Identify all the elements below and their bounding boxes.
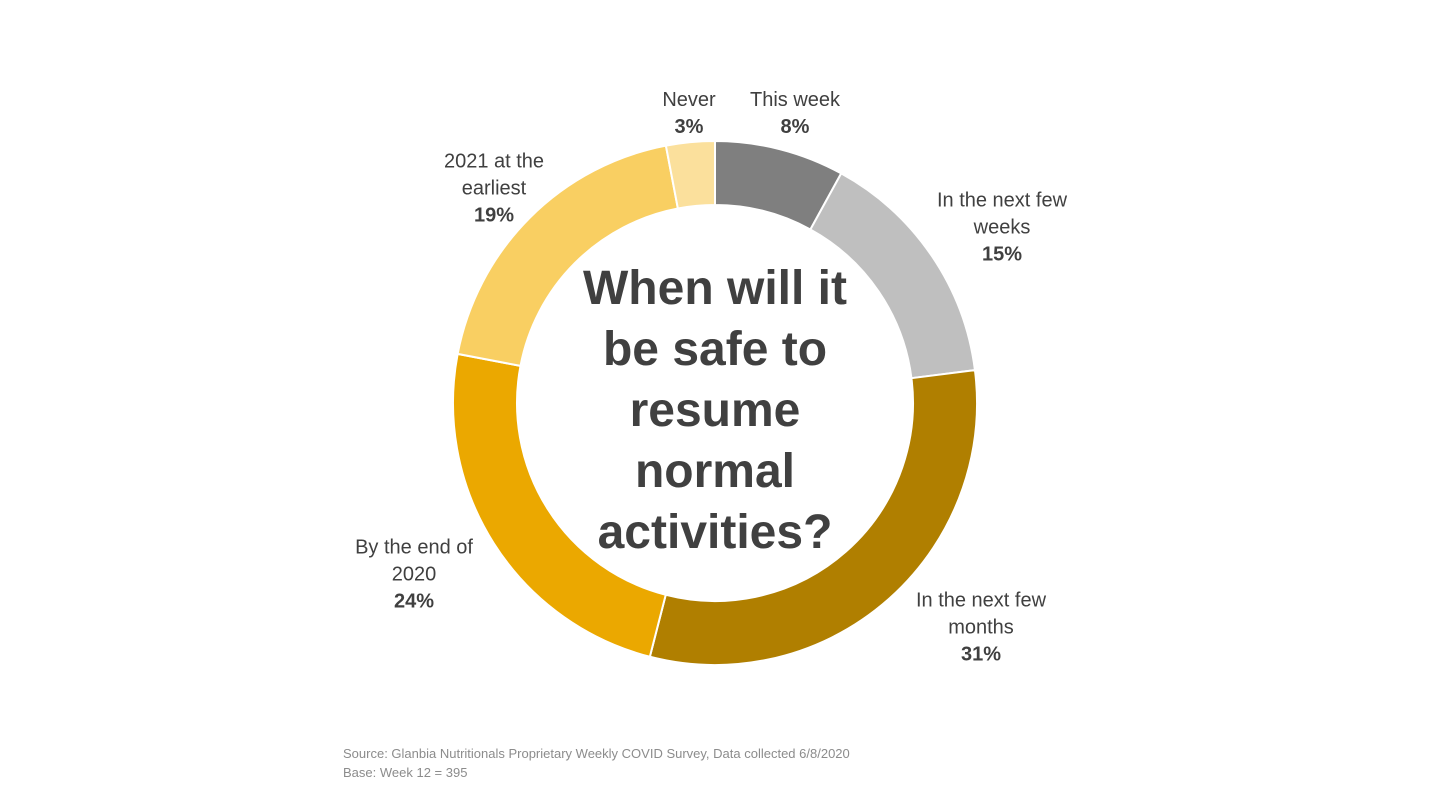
segment-label: Never 3% [649,87,729,141]
value-label: 8% [780,116,810,138]
category-label: By the end of 2020 [355,536,473,586]
base-note: Base: Week 12 = 395 [343,765,468,780]
segment-label: In the next few weeks 15% [917,188,1087,269]
category-label: In the next few weeks [936,189,1068,239]
value-label: 24% [393,590,435,613]
chart-title: When will it be safe to resume normal ac… [583,262,847,559]
segment-label: In the next few months 31% [896,588,1066,669]
segment-label: 2021 at the earliest 19% [424,149,564,230]
donut-segment [664,139,716,210]
value-label: 15% [981,243,1023,266]
segment-label: This week 8% [735,87,855,141]
value-label: 3% [674,116,704,138]
segment-label: By the end of 2020 24% [339,535,489,616]
category-label: 2021 at the earliest [443,150,545,200]
value-label: 31% [960,643,1002,666]
source-note: Source: Glanbia Nutritionals Proprietary… [343,746,850,761]
category-label: Never [662,89,716,111]
category-label: In the next few months [915,589,1047,639]
value-label: 19% [473,204,515,227]
donut-segment [648,369,978,666]
category-label: This week [749,89,841,111]
